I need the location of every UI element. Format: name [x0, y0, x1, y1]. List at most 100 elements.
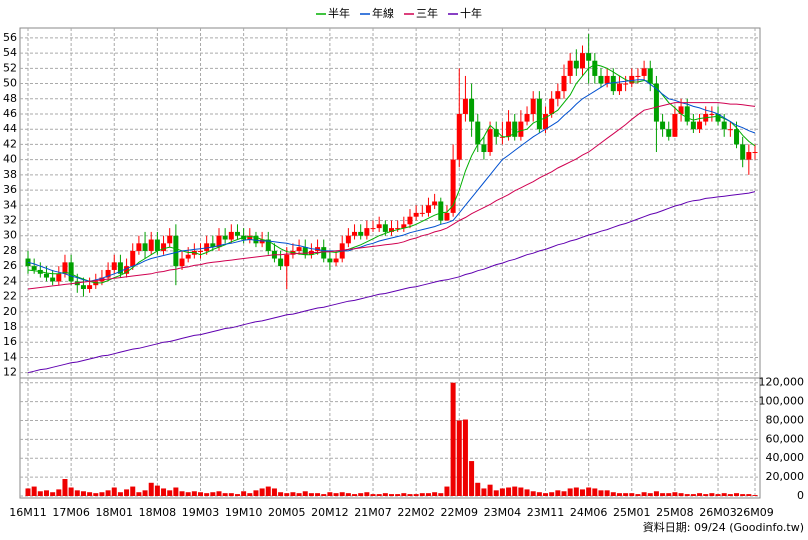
volume-bar	[111, 487, 117, 496]
volume-bar	[302, 491, 308, 496]
volume-bar	[271, 488, 277, 496]
y-tick-label: 38	[3, 168, 17, 181]
candle-body	[407, 216, 413, 225]
candle-body	[432, 201, 438, 206]
volume-bar	[481, 488, 487, 496]
candle-body	[512, 121, 518, 137]
candle-body	[524, 113, 530, 122]
volume-bar	[284, 493, 290, 496]
volume-bar	[456, 420, 462, 496]
volume-bar	[752, 495, 758, 496]
volume-bar	[444, 486, 450, 496]
y2-tick-label: 20,000	[766, 470, 805, 483]
candle-body	[493, 129, 499, 137]
candle-body	[666, 129, 672, 137]
volume-bar	[524, 489, 530, 496]
volume-bar	[130, 486, 136, 496]
candle-body	[697, 121, 703, 130]
candle-body	[598, 75, 604, 84]
candle-body	[586, 53, 592, 61]
candle-body	[684, 106, 690, 122]
volume-bar	[690, 494, 696, 496]
candle-body	[438, 201, 444, 221]
candle-body	[709, 113, 715, 115]
x-tick-label: 17M06	[52, 506, 90, 519]
candle-body	[481, 144, 487, 153]
volume-bar	[290, 492, 296, 496]
volume-bar	[499, 488, 505, 496]
volume-bar	[734, 493, 740, 496]
volume-bar	[278, 492, 284, 496]
candle-body	[327, 258, 333, 263]
y-tick-label: 52	[3, 61, 17, 74]
volume-bar	[678, 493, 684, 496]
volume-bar	[518, 487, 524, 496]
candle-body	[573, 60, 579, 69]
candle-body	[518, 121, 524, 137]
candle-body	[419, 212, 425, 214]
y-tick-label: 20	[3, 305, 17, 318]
candle-body	[592, 60, 598, 76]
candle-body	[401, 224, 407, 229]
y-tick-label: 32	[3, 214, 17, 227]
legend-label: 十年	[460, 6, 482, 20]
volume-bar	[425, 493, 431, 496]
volume-bar	[746, 494, 752, 496]
candle-body	[475, 121, 481, 145]
candle-body	[111, 262, 117, 270]
candle-body	[185, 254, 191, 259]
candle-body	[204, 243, 210, 251]
volume-bar	[80, 491, 86, 496]
candle-body	[62, 262, 68, 274]
volume-bar	[610, 492, 616, 496]
candle-body	[536, 98, 542, 130]
volume-bar	[647, 493, 653, 496]
candle-body	[549, 98, 555, 114]
volume-bar	[136, 492, 142, 496]
candle-body	[734, 129, 740, 145]
volume-bar	[672, 492, 678, 496]
volume-bar	[543, 493, 549, 496]
candle-body	[752, 152, 758, 154]
candle-body	[506, 121, 512, 137]
x-tick-label: 24M06	[570, 506, 608, 519]
volume-bar	[573, 487, 579, 496]
candle-body	[321, 247, 327, 259]
x-tick-label: 22M09	[441, 506, 479, 519]
source-note: 資料日期: 09/24 (Goodinfo.tw)	[643, 520, 804, 534]
volume-bar	[327, 492, 333, 496]
volume-bar	[222, 493, 228, 496]
candle-body	[721, 121, 727, 130]
volume-bar	[604, 490, 610, 496]
volume-bar	[364, 492, 370, 496]
candle-body	[647, 68, 653, 84]
volume-bar	[241, 491, 247, 496]
volume-bar	[616, 493, 622, 496]
y-tick-label: 26	[3, 259, 17, 272]
candle-body	[302, 247, 308, 255]
x-tick-label: 20M05	[268, 506, 306, 519]
x-tick-label: 23M11	[527, 506, 565, 519]
candle-body	[450, 159, 456, 213]
volume-bar	[462, 419, 468, 496]
y2-tick-label: 100,000	[759, 395, 805, 408]
volume-bar	[161, 488, 167, 496]
volume-bar	[653, 491, 659, 496]
y-tick-label: 46	[3, 107, 17, 120]
y-tick-label: 40	[3, 153, 17, 166]
x-tick-label: 26M03	[699, 506, 737, 519]
volume-bar	[315, 493, 321, 496]
y-tick-label: 56	[3, 31, 17, 44]
candle-body	[333, 258, 339, 263]
volume-bar	[308, 493, 314, 496]
x-tick-label: 25M01	[613, 506, 651, 519]
volume-bar	[487, 484, 493, 496]
volume-bar	[204, 493, 210, 496]
candle-body	[167, 235, 173, 244]
volume-bar	[598, 490, 604, 496]
candle-body	[555, 91, 561, 99]
volume-bar	[198, 492, 204, 496]
volume-bar	[234, 494, 240, 496]
volume-bar	[117, 492, 123, 496]
volume-bar	[105, 490, 111, 496]
